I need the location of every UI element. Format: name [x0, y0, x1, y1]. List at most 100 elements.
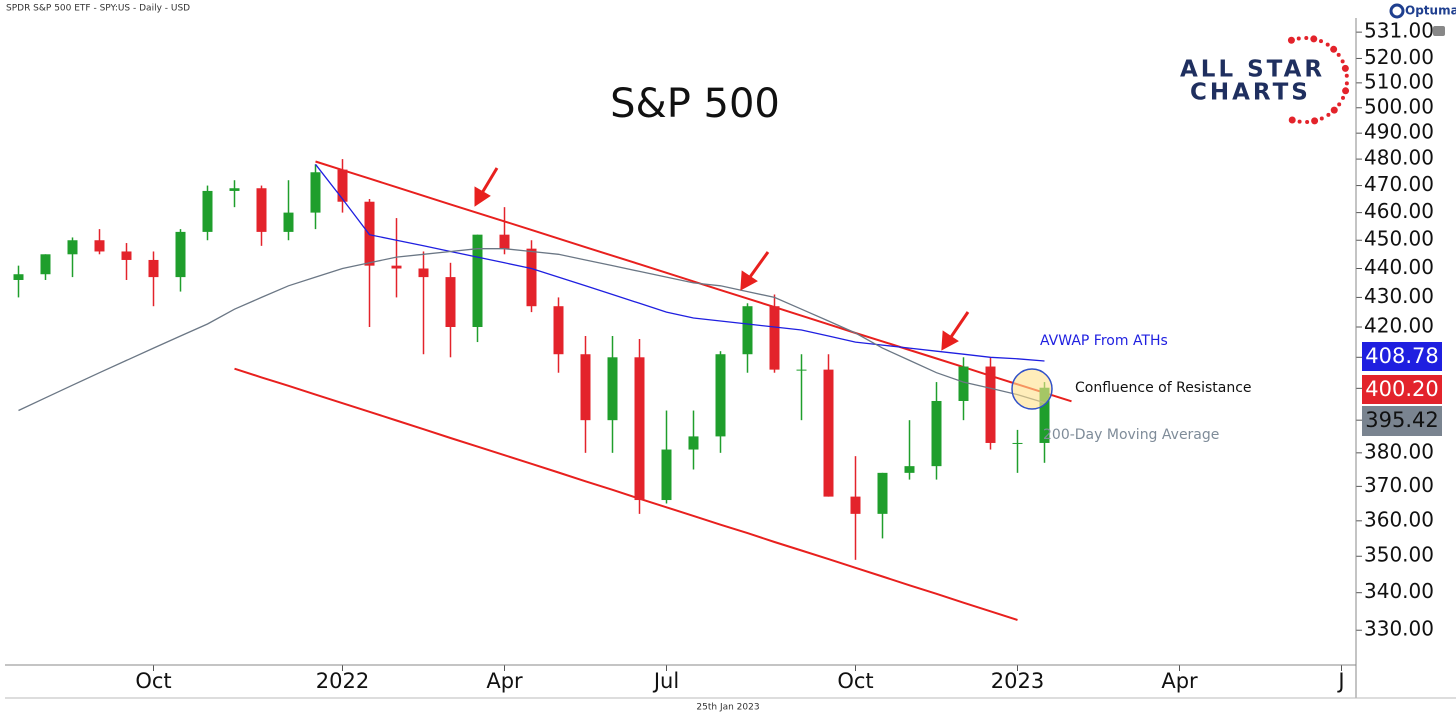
y-tick-label: 480.00 — [1364, 146, 1434, 170]
star — [1325, 42, 1330, 47]
candle-body — [1039, 387, 1050, 443]
star — [1330, 106, 1338, 114]
candle-body — [337, 169, 348, 202]
star — [1344, 73, 1349, 78]
candle-body — [121, 251, 132, 260]
y-tick-label: 340.00 — [1364, 579, 1434, 603]
star — [1340, 59, 1345, 64]
candle-body — [391, 265, 402, 269]
x-tick-label: Oct — [837, 669, 873, 693]
candle-body — [553, 306, 564, 355]
arrows — [474, 167, 970, 351]
star — [1305, 119, 1310, 124]
avwap-price: 408.78 — [1365, 344, 1438, 368]
brand-stars — [1287, 35, 1350, 125]
star — [1287, 36, 1295, 44]
candle-body — [310, 172, 321, 213]
star — [1304, 36, 1309, 41]
x-tick-label: 2023 — [991, 669, 1044, 693]
star — [1342, 87, 1350, 95]
candle-body — [850, 496, 861, 514]
candle-body — [742, 306, 753, 355]
x-tick-label: Apr — [1161, 669, 1198, 693]
x-tick-label: 2022 — [316, 669, 369, 693]
chart-title: S&P 500 — [610, 81, 780, 127]
y-tick-label: 370.00 — [1364, 473, 1434, 497]
star — [1336, 52, 1341, 57]
close-price: 400.20 — [1365, 377, 1438, 401]
candle-body — [445, 277, 456, 327]
candle-body — [94, 240, 105, 252]
confluence-circle — [1011, 368, 1053, 410]
star — [1297, 119, 1302, 124]
optuma-icon — [1389, 3, 1405, 19]
candle-body — [931, 400, 942, 467]
star — [1310, 35, 1318, 43]
y-tick-label: 460.00 — [1364, 199, 1434, 223]
candle-body — [769, 306, 780, 370]
candle-body — [1012, 442, 1023, 444]
x-tick-label: Jul — [652, 669, 679, 693]
candle-body — [634, 357, 645, 501]
y-tick-label: 470.00 — [1364, 172, 1434, 196]
star — [1340, 95, 1345, 100]
candle-body — [688, 436, 699, 450]
star — [1330, 45, 1338, 53]
star — [1337, 102, 1342, 107]
star — [1344, 81, 1349, 86]
y-tick-label: 360.00 — [1364, 507, 1434, 531]
candle-body — [796, 369, 807, 371]
candle-body — [202, 190, 213, 232]
annotation: Confluence of Resistance — [1075, 380, 1252, 396]
close-price-box — [1362, 375, 1442, 404]
x-tick-label: Apr — [486, 669, 523, 693]
candle-body — [607, 357, 618, 421]
y-tick-label: 510.00 — [1364, 69, 1434, 93]
chart-footer: 25th Jan 2023 — [696, 703, 759, 713]
candle-body — [13, 274, 24, 280]
optuma-logo: Optuma — [1405, 4, 1456, 18]
candle-body — [958, 366, 969, 401]
y-tick-label: 420.00 — [1364, 313, 1434, 337]
star — [1318, 39, 1323, 44]
avwap-label: AVWAP From ATHs — [1040, 333, 1168, 349]
candle-body — [229, 188, 240, 191]
y-tick-label: 380.00 — [1364, 439, 1434, 463]
star — [1341, 64, 1349, 72]
star — [1288, 116, 1296, 124]
candle-body — [499, 234, 510, 249]
trendline — [234, 367, 1018, 621]
brand-logo: ALL STAR — [1180, 57, 1325, 83]
y-tick-label: 430.00 — [1364, 284, 1434, 308]
candle-body — [985, 366, 996, 443]
y-tick-label: 520.00 — [1364, 45, 1434, 69]
star — [1311, 117, 1319, 125]
series-line — [18, 248, 1045, 412]
series-line — [314, 163, 1045, 362]
candle-body — [67, 240, 78, 255]
star — [1296, 36, 1301, 41]
candle-body — [661, 449, 672, 501]
candle-body — [715, 354, 726, 437]
x-tick-label: Oct — [135, 669, 171, 693]
candle-body — [148, 259, 159, 278]
star — [1326, 112, 1331, 117]
candle-body — [256, 188, 267, 232]
candle-body — [823, 369, 834, 497]
candle-body — [877, 472, 888, 514]
candle-body — [283, 212, 294, 232]
y-tick-label: 490.00 — [1364, 120, 1434, 144]
y-tick-label: 531.00 — [1364, 19, 1434, 43]
y-tick-label: 500.00 — [1364, 94, 1434, 118]
ma-price-box — [1362, 406, 1442, 436]
ma-price: 395.42 — [1365, 408, 1438, 432]
y-tick-label: 350.00 — [1364, 543, 1434, 567]
candle-body — [175, 231, 186, 278]
y-tick-label: 440.00 — [1364, 255, 1434, 279]
y-tick-label: 450.00 — [1364, 227, 1434, 251]
candle-body — [418, 268, 429, 278]
x-tick-label: J — [1336, 669, 1344, 693]
brand-logo: CHARTS — [1190, 80, 1311, 106]
